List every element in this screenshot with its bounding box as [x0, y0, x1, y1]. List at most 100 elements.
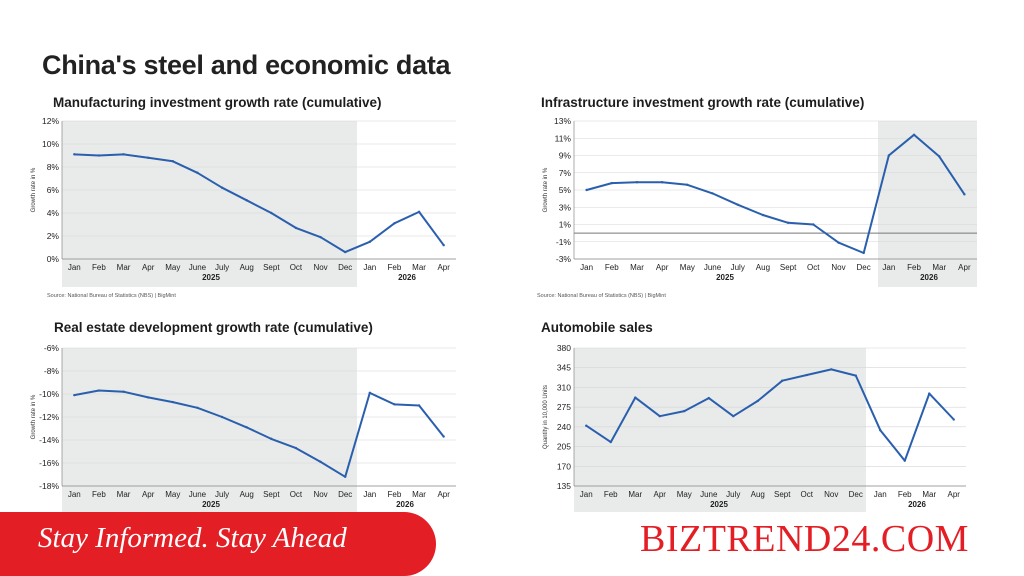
x-tick-label: Oct — [290, 490, 303, 499]
data-point — [660, 181, 664, 184]
chart-title-automobile-sales: Automobile sales — [541, 320, 653, 335]
x-tick-label: Dec — [849, 490, 863, 499]
y-tick-label: -1% — [556, 237, 572, 247]
x-tick-label: Dec — [857, 263, 871, 272]
year-label: 2025 — [202, 273, 220, 282]
x-tick-label: May — [165, 490, 180, 499]
x-tick-label: July — [731, 263, 745, 272]
y-tick-label: 170 — [557, 461, 571, 471]
data-point — [343, 475, 347, 478]
x-tick-label: Jan — [68, 263, 81, 272]
data-point — [683, 409, 686, 413]
data-point — [830, 368, 833, 371]
x-tick-label: Feb — [92, 263, 106, 272]
x-tick-label: Mar — [117, 490, 131, 499]
data-point — [732, 414, 735, 418]
year-label: 2025 — [716, 273, 734, 282]
x-tick-label: Jan — [874, 490, 887, 499]
x-tick-label: May — [165, 263, 180, 272]
data-point — [368, 391, 372, 395]
data-point — [122, 153, 125, 156]
data-point — [171, 400, 175, 404]
year-label: 2026 — [920, 273, 938, 282]
data-point — [912, 133, 916, 136]
chart-title-manufacturing: Manufacturing investment growth rate (cu… — [53, 95, 382, 110]
year-label: 2026 — [398, 273, 416, 282]
y-tick-label: 2% — [47, 231, 60, 241]
x-tick-label: Mar — [412, 490, 426, 499]
y-tick-label: 11% — [555, 133, 572, 143]
x-tick-label: Feb — [604, 490, 618, 499]
data-point — [73, 393, 76, 397]
data-point — [781, 379, 784, 382]
data-point — [862, 251, 865, 255]
x-tick-label: Nov — [824, 490, 838, 499]
data-point — [368, 240, 372, 243]
y-tick-label: 9% — [559, 151, 572, 161]
series-line — [585, 368, 955, 462]
data-point — [417, 404, 421, 407]
y-axis-label: Quantity in 10,000 Units — [543, 385, 549, 449]
x-tick-label: June — [189, 263, 207, 272]
x-tick-label: Feb — [92, 490, 106, 499]
y-tick-label: -3% — [556, 254, 572, 264]
x-tick-label: Apr — [654, 490, 667, 499]
data-point — [171, 160, 175, 163]
data-point — [761, 213, 765, 217]
x-tick-label: Mar — [117, 263, 131, 272]
y-tick-label: 275 — [557, 402, 571, 412]
data-point — [220, 186, 224, 189]
y-tick-label: 10% — [42, 139, 59, 149]
x-tick-label: Oct — [290, 263, 303, 272]
x-tick-label: June — [189, 490, 207, 499]
x-tick-label: Aug — [240, 490, 254, 499]
data-point — [711, 192, 714, 195]
brand-logo-text[interactable]: BIZTREND24.COM — [640, 518, 969, 560]
data-point — [122, 390, 125, 393]
data-point — [635, 181, 639, 184]
x-tick-label: Feb — [388, 490, 402, 499]
y-tick-label: -16% — [39, 458, 59, 468]
x-tick-label: Aug — [240, 263, 254, 272]
data-point — [887, 154, 891, 157]
data-point — [294, 226, 298, 230]
data-point — [319, 460, 322, 464]
x-tick-label: June — [700, 490, 718, 499]
x-tick-label: July — [726, 490, 740, 499]
y-tick-label: 3% — [559, 202, 572, 212]
tagline-text: Stay Informed. Stay Ahead — [38, 522, 347, 554]
year-label: 2025 — [710, 500, 728, 509]
x-tick-label: Oct — [801, 490, 814, 499]
data-point — [585, 188, 588, 192]
data-point — [343, 250, 347, 254]
x-tick-label: Nov — [313, 263, 327, 272]
y-tick-label: 6% — [47, 185, 60, 195]
x-tick-label: Nov — [313, 490, 327, 499]
x-tick-label: Apr — [437, 490, 450, 499]
chart-source-infrastructure: Source: National Bureau of Statistics (N… — [537, 293, 666, 299]
series-line — [74, 389, 445, 478]
data-point — [805, 373, 808, 377]
y-tick-label: 4% — [47, 208, 60, 218]
data-point — [270, 211, 273, 215]
data-point — [97, 154, 101, 157]
data-point — [812, 223, 815, 226]
data-point — [786, 221, 790, 224]
x-tick-label: Feb — [605, 263, 619, 272]
data-point — [610, 181, 613, 185]
x-tick-label: May — [677, 490, 692, 499]
x-tick-label: Apr — [958, 263, 971, 272]
x-tick-label: Oct — [807, 263, 820, 272]
x-tick-label: Jan — [68, 490, 81, 499]
x-tick-label: Sept — [263, 263, 280, 272]
data-point — [634, 396, 637, 399]
x-tick-label: Mar — [412, 263, 426, 272]
x-tick-label: July — [215, 490, 229, 499]
data-point — [854, 374, 857, 377]
data-point — [245, 426, 248, 429]
x-tick-label: Apr — [142, 263, 155, 272]
page-title: China's steel and economic data — [42, 50, 451, 80]
y-tick-label: -10% — [39, 389, 59, 399]
